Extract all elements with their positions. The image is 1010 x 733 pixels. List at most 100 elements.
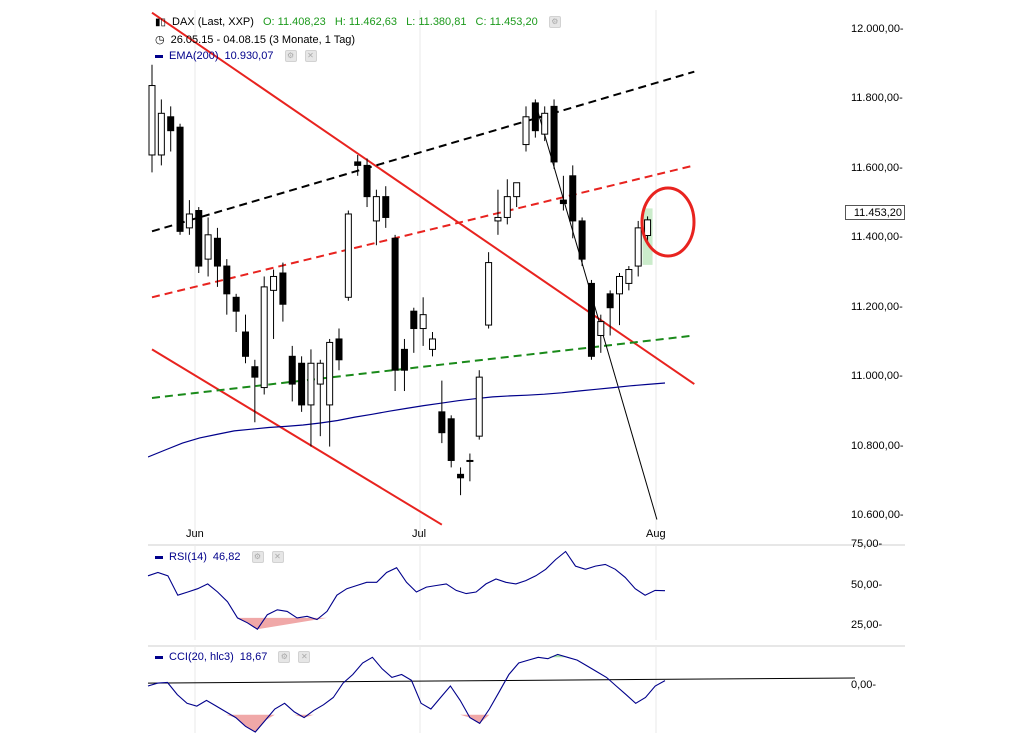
cci-swatch — [155, 655, 163, 659]
ema-settings-icon[interactable]: ⚙ — [284, 50, 297, 63]
cci-label: CCI(20, hlc3) — [169, 651, 234, 663]
candle-body — [382, 196, 390, 218]
last-price-marker: 11.453,20 — [845, 205, 905, 220]
y-tick-label: 11.600,00- — [851, 161, 903, 174]
candle-body — [485, 262, 493, 326]
rsi-tick-label: 50,00- — [851, 578, 883, 591]
candle-body — [606, 293, 614, 309]
candle-body — [466, 459, 474, 462]
rsi-oversold-fill — [237, 617, 327, 630]
symbol-label: DAX (Last, XXP) — [172, 16, 254, 28]
cci-oversold-fill — [294, 714, 314, 718]
cci-settings-icon[interactable]: ⚙ — [278, 651, 291, 664]
candle-body — [223, 265, 231, 295]
annotation-circle — [640, 186, 696, 258]
candle-body — [316, 362, 324, 385]
open-value: O: 11.408,23 — [263, 16, 326, 28]
candle-body — [550, 105, 558, 163]
candle-body — [494, 216, 502, 222]
candle-body — [335, 338, 343, 361]
candle-body — [372, 196, 380, 222]
x-tick-label: Jun — [186, 528, 204, 540]
candle-body — [475, 376, 483, 437]
cci-tick-label: 0,00- — [851, 679, 877, 691]
candle-body — [251, 366, 259, 378]
rsi-settings-icon[interactable]: ⚙ — [251, 551, 264, 564]
rsi-tick-label: 75,00- — [851, 538, 883, 550]
settings-icon[interactable]: ⚙ — [548, 16, 561, 29]
cci-oversold-fill — [460, 714, 490, 724]
candle-body — [578, 220, 586, 260]
cci-close-icon[interactable]: ✕ — [298, 651, 311, 664]
period-label: 26.05.15 - 04.08.15 (3 Monate, 1 Tag) — [170, 34, 356, 46]
candle-body — [597, 321, 605, 336]
cci-line — [147, 653, 666, 733]
low-value: L: 11.380,81 — [406, 16, 467, 28]
candle-body — [260, 286, 268, 389]
trendline-red-solid — [151, 348, 443, 526]
candle-body — [363, 164, 371, 198]
candle-body — [185, 213, 193, 229]
candle-body — [559, 199, 567, 205]
y-tick-label: 10.600,00- — [851, 509, 904, 521]
candle-body — [616, 275, 623, 295]
cci-legend: CCI(20, hlc3) 18,67 ⚙ ✕ — [155, 651, 316, 664]
candle-body — [279, 272, 287, 305]
ema200-line — [148, 382, 666, 458]
candle-body — [344, 213, 352, 298]
rsi-tick-label: 25,00- — [851, 619, 883, 631]
candle-body — [429, 338, 436, 350]
close-value: C: 11.453,20 — [475, 16, 538, 28]
candle-body — [419, 314, 427, 330]
rsi-line — [147, 550, 666, 630]
period-row: ◷ 26.05.15 - 04.08.15 (3 Monate, 1 Tag) — [155, 33, 361, 46]
rsi-swatch — [155, 555, 163, 559]
ema-legend: EMA(200) 10.930,07 ⚙ ✕ — [155, 50, 323, 63]
y-tick-label: 11.000,00- — [851, 370, 903, 383]
ema-value: 10.930,07 — [224, 50, 274, 62]
candle-body — [400, 348, 408, 371]
candle-body — [298, 362, 306, 406]
ema-swatch — [155, 54, 163, 58]
y-tick-label: 11.200,00- — [851, 300, 903, 313]
candle-body — [587, 282, 595, 357]
trendline-black-solid — [534, 102, 658, 520]
ema-label: EMA(200) — [169, 50, 219, 62]
rsi-legend: RSI(14) 46,82 ⚙ ✕ — [155, 551, 290, 564]
rsi-label: RSI(14) — [169, 551, 207, 563]
candle-body — [625, 269, 633, 284]
candle-body — [410, 310, 418, 330]
bars-icon: ▮▯ — [155, 17, 167, 28]
trendline-red-dashed — [151, 164, 695, 299]
candle-body — [288, 355, 296, 385]
candle-body — [176, 126, 184, 232]
cci-value: 18,67 — [239, 651, 268, 663]
price-panel — [148, 11, 696, 526]
high-value: H: 11.462,63 — [334, 16, 398, 28]
x-tick-label: Jul — [412, 528, 427, 540]
candle-body — [167, 116, 175, 132]
candle-body — [326, 341, 334, 406]
candle-body — [457, 473, 465, 479]
y-tick-label: 10.800,00- — [851, 439, 904, 452]
candle-body — [503, 196, 511, 218]
candle-body — [447, 418, 455, 461]
clock-icon: ◷ — [155, 34, 165, 46]
candle-body — [354, 161, 362, 166]
candle-body — [438, 411, 446, 434]
candle-body — [644, 219, 652, 237]
candle-body — [569, 175, 577, 222]
trendline-black-dashed — [151, 70, 695, 233]
candle-body — [157, 112, 165, 156]
x-tick-label: Aug — [646, 528, 666, 540]
candle-body — [522, 116, 530, 146]
candle-body — [213, 237, 221, 267]
candle-body — [148, 85, 156, 156]
ema-close-icon[interactable]: ✕ — [304, 50, 317, 63]
rsi-close-icon[interactable]: ✕ — [271, 551, 284, 564]
candle-body — [195, 210, 203, 267]
y-tick-label: 12.000,00- — [851, 23, 904, 35]
candle-body — [270, 275, 278, 291]
candle-body — [242, 331, 249, 357]
